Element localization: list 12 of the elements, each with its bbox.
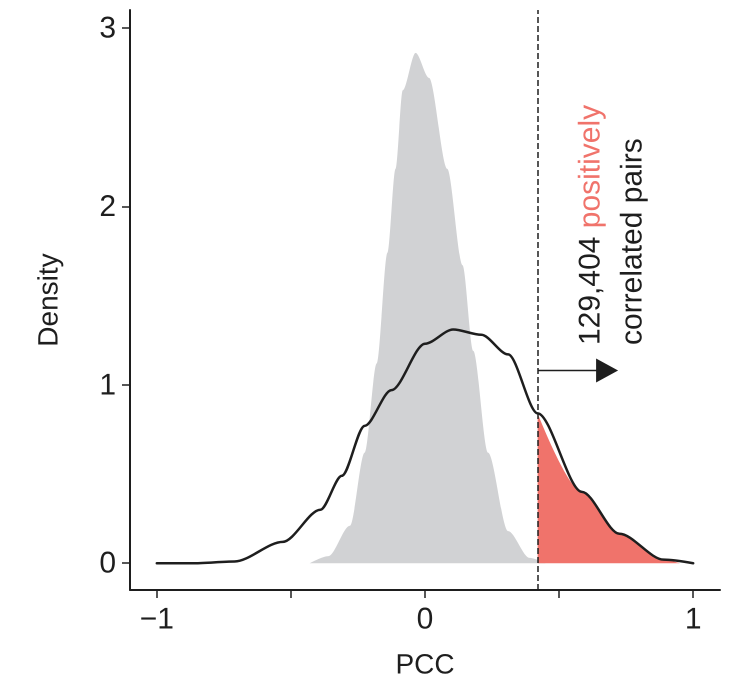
annotation: positively (574, 104, 606, 228)
x-tick-label: −1 (140, 602, 174, 636)
y-axis-title: Density (32, 253, 64, 347)
x-tick-label: 0 (416, 602, 434, 636)
y-tick-label: 2 (99, 190, 116, 223)
annotation: 129,404 (574, 228, 606, 345)
x-tick-label: 1 (684, 602, 702, 636)
x-axis-title: PCC (395, 648, 455, 680)
annotation: correlated pairs (616, 138, 648, 345)
y-tick-label: 0 (99, 546, 116, 580)
y-tick-label: 1 (99, 368, 116, 402)
y-tick-label: 3 (99, 11, 116, 44)
